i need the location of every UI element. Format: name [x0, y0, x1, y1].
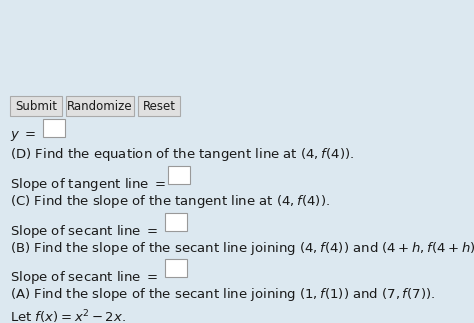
Text: Slope of secant line $=$: Slope of secant line $=$ — [10, 223, 158, 240]
Text: Slope of secant line $=$: Slope of secant line $=$ — [10, 269, 158, 286]
Text: $y$ $=$: $y$ $=$ — [10, 129, 36, 143]
Text: Slope of tangent line $=$: Slope of tangent line $=$ — [10, 176, 166, 193]
Text: Reset: Reset — [143, 99, 175, 112]
Text: Randomize: Randomize — [67, 99, 133, 112]
FancyBboxPatch shape — [138, 96, 180, 116]
FancyBboxPatch shape — [10, 96, 62, 116]
Text: Let $f(x) = x^2 - 2x.$: Let $f(x) = x^2 - 2x.$ — [10, 308, 126, 323]
FancyBboxPatch shape — [165, 259, 187, 277]
FancyBboxPatch shape — [66, 96, 134, 116]
FancyBboxPatch shape — [168, 166, 190, 184]
Text: (D) Find the equation of the tangent line at $(4, f(4))$.: (D) Find the equation of the tangent lin… — [10, 146, 354, 163]
FancyBboxPatch shape — [43, 119, 65, 137]
Text: (B) Find the slope of the secant line joining $(4, f(4))$ and $(4+h, f(4+h))$.: (B) Find the slope of the secant line jo… — [10, 240, 474, 257]
FancyBboxPatch shape — [165, 213, 187, 231]
Text: (C) Find the slope of the tangent line at $(4, f(4))$.: (C) Find the slope of the tangent line a… — [10, 193, 330, 210]
Text: (A) Find the slope of the secant line joining $(1, f(1))$ and $(7, f(7))$.: (A) Find the slope of the secant line jo… — [10, 286, 435, 303]
Text: Submit: Submit — [15, 99, 57, 112]
